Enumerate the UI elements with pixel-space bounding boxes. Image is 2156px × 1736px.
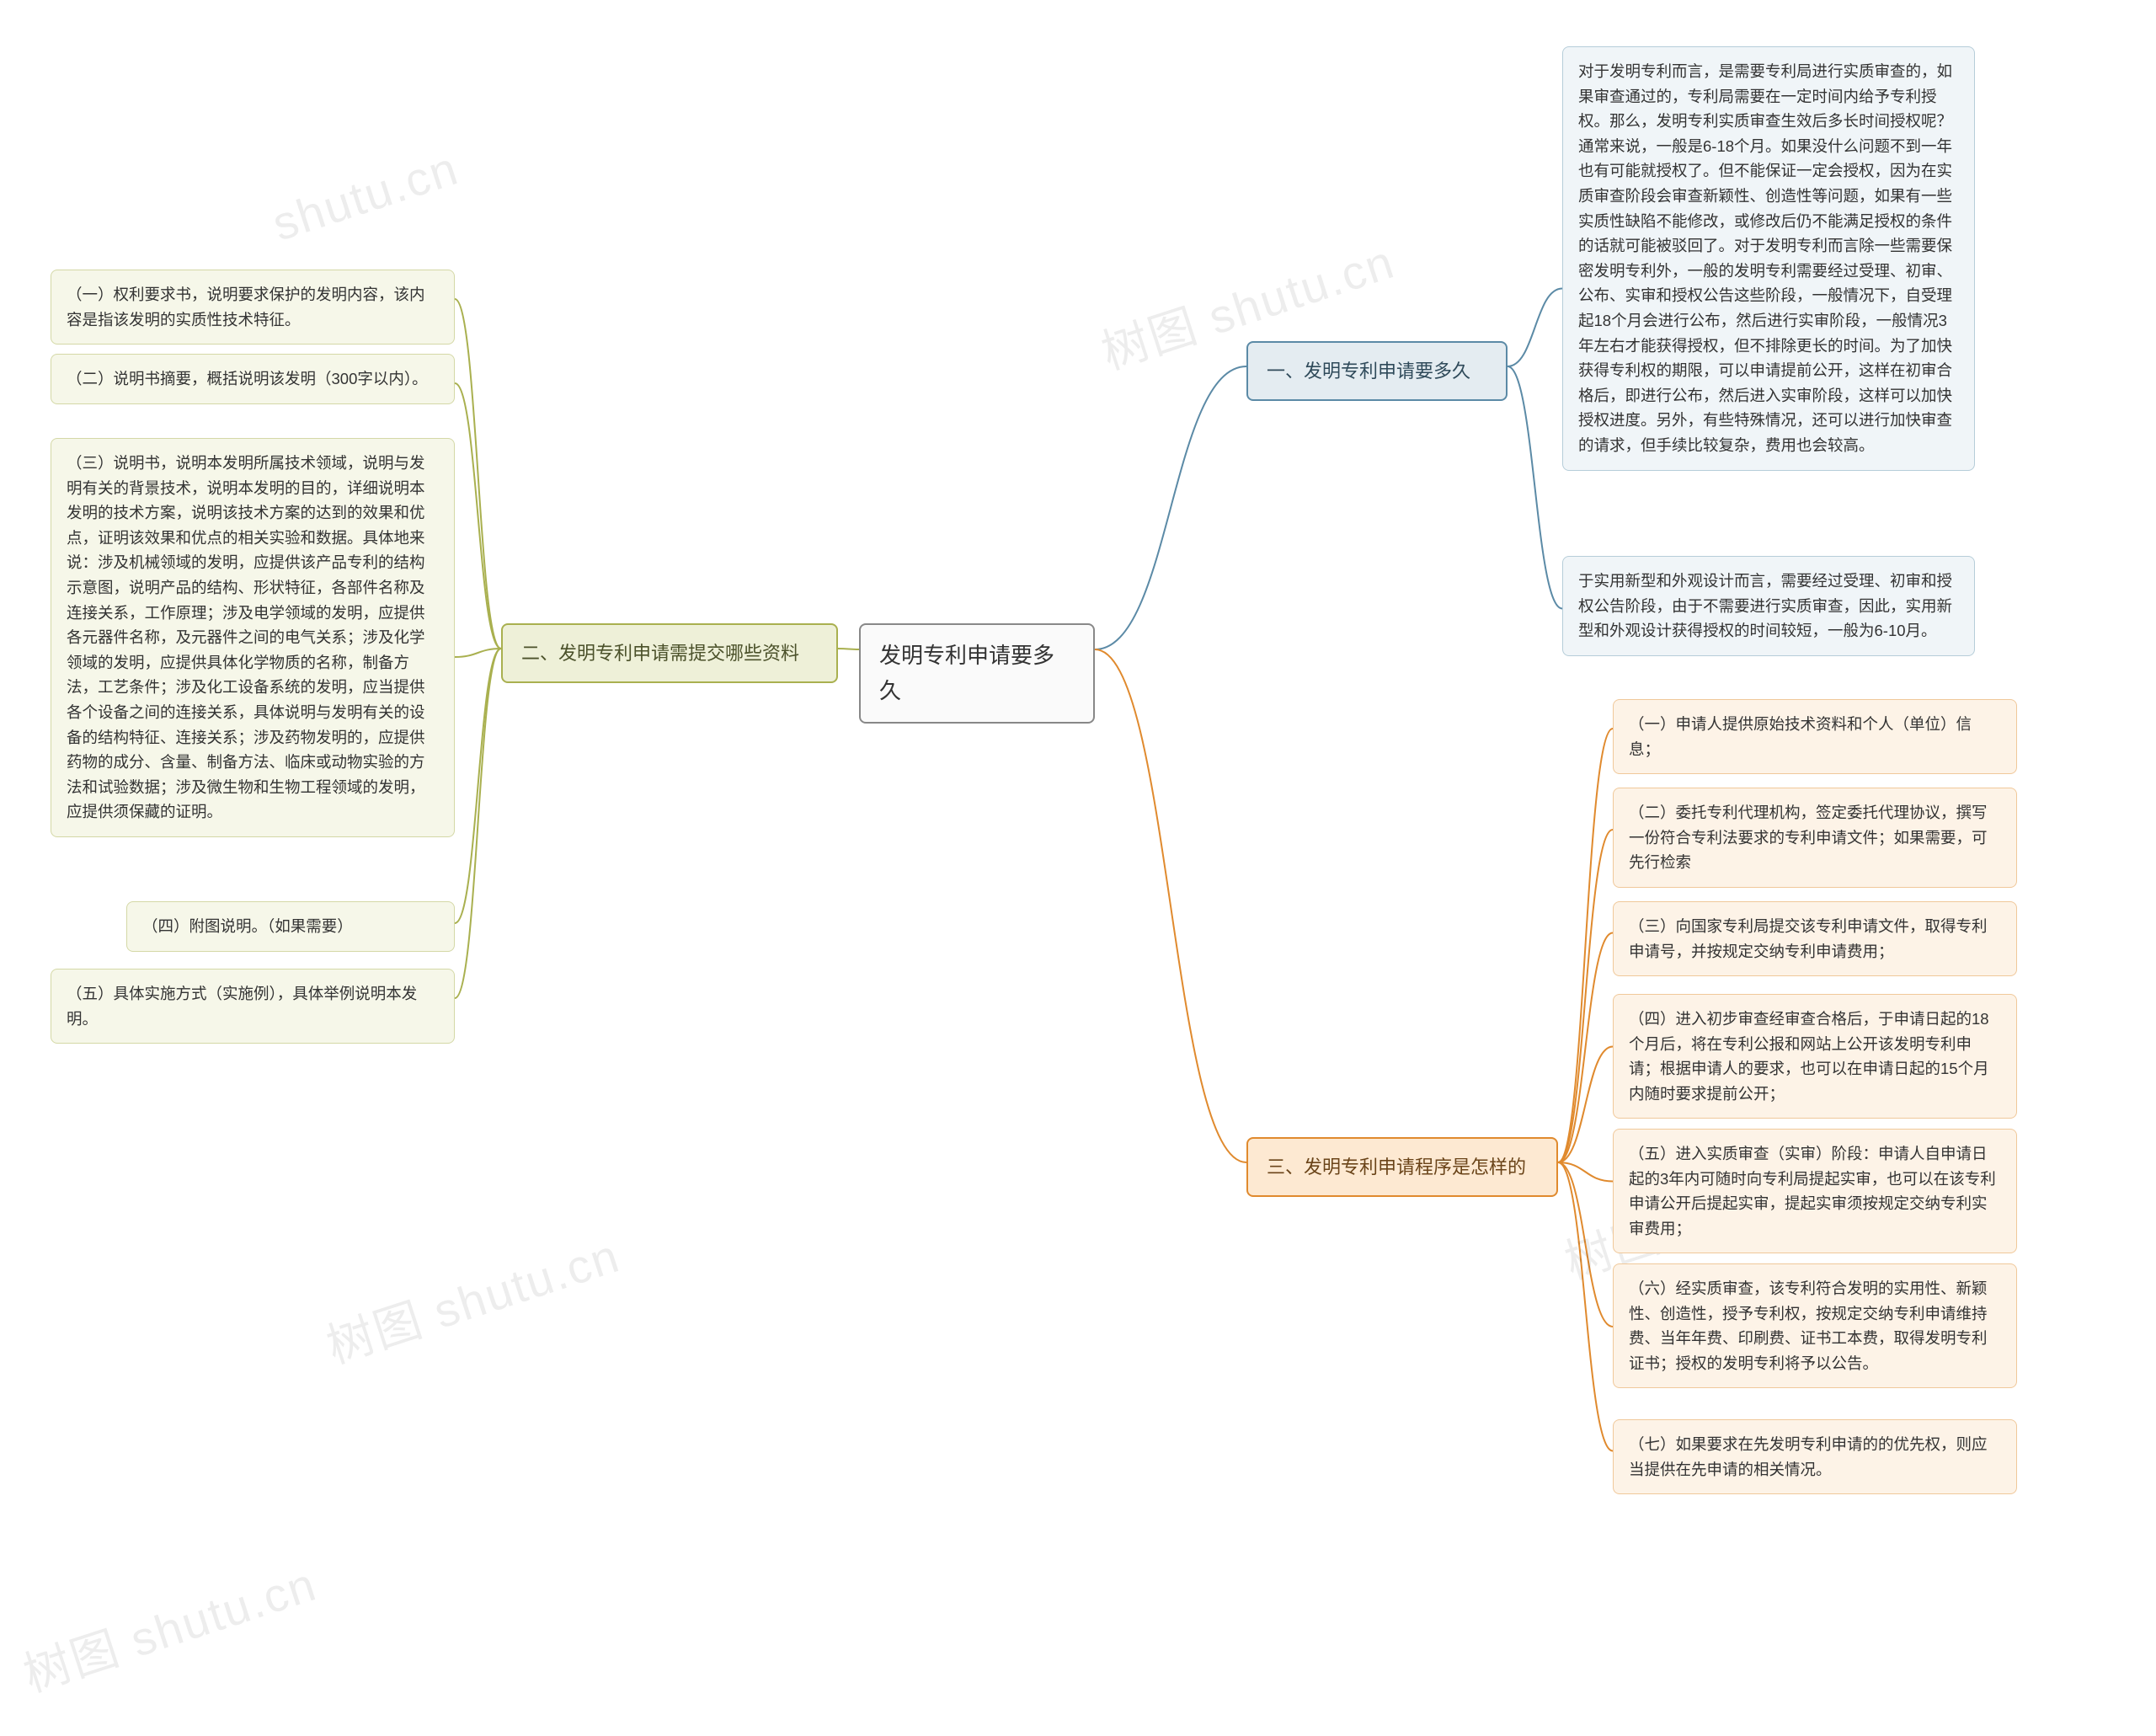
- leaf-node[interactable]: 于实用新型和外观设计而言，需要经过受理、初审和授权公告阶段，由于不需要进行实质审…: [1562, 556, 1975, 656]
- leaf-node[interactable]: （一）申请人提供原始技术资料和个人（单位）信息；: [1613, 699, 2017, 774]
- leaf-node[interactable]: （三）向国家专利局提交该专利申请文件，取得专利申请号，并按规定交纳专利申请费用；: [1613, 901, 2017, 976]
- leaf-node[interactable]: （二）委托专利代理机构，签定委托代理协议，撰写一份符合专利法要求的专利申请文件；…: [1613, 788, 2017, 888]
- branch-node[interactable]: 二、发明专利申请需提交哪些资料: [501, 623, 838, 683]
- branch-node[interactable]: 三、发明专利申请程序是怎样的: [1246, 1137, 1558, 1197]
- leaf-node[interactable]: （六）经实质审查，该专利符合发明的实用性、新颖性、创造性，授予专利权，按规定交纳…: [1613, 1263, 2017, 1388]
- leaf-node[interactable]: （三）说明书，说明本发明所属技术领域，说明与发明有关的背景技术，说明本发明的目的…: [51, 438, 455, 837]
- leaf-node[interactable]: （四）进入初步审查经审查合格后，于申请日起的18个月后，将在专利公报和网站上公开…: [1613, 994, 2017, 1119]
- watermark: 树图 shutu.cn: [13, 1546, 324, 1706]
- leaf-node[interactable]: （五）进入实质审查（实审）阶段：申请人自申请日起的3年内可随时向专利局提起实审，…: [1613, 1129, 2017, 1253]
- leaf-node[interactable]: （二）说明书摘要，概括说明该发明（300字以内）。: [51, 354, 455, 404]
- root-node[interactable]: 发明专利申请要多久: [859, 623, 1095, 724]
- mindmap-canvas: 发明专利申请要多久 shutu.cn 树图 shutu.cn 树图 shutu.cn…: [0, 0, 2156, 1736]
- leaf-node[interactable]: （四）附图说明。（如果需要）: [126, 901, 455, 952]
- watermark: shutu.cn: [266, 140, 466, 251]
- branch-node[interactable]: 一、发明专利申请要多久: [1246, 341, 1508, 401]
- leaf-node[interactable]: （一）权利要求书，说明要求保护的发明内容，该内容是指该发明的实质性技术特征。: [51, 270, 455, 345]
- leaf-node[interactable]: 对于发明专利而言，是需要专利局进行实质审查的，如果审查通过的，专利局需要在一定时…: [1562, 46, 1975, 471]
- watermark: 树图 shutu.cn: [317, 1218, 627, 1377]
- leaf-node[interactable]: （七）如果要求在先发明专利申请的的优先权，则应当提供在先申请的相关情况。: [1613, 1419, 2017, 1494]
- leaf-node[interactable]: （五）具体实施方式（实施例），具体举例说明本发明。: [51, 969, 455, 1044]
